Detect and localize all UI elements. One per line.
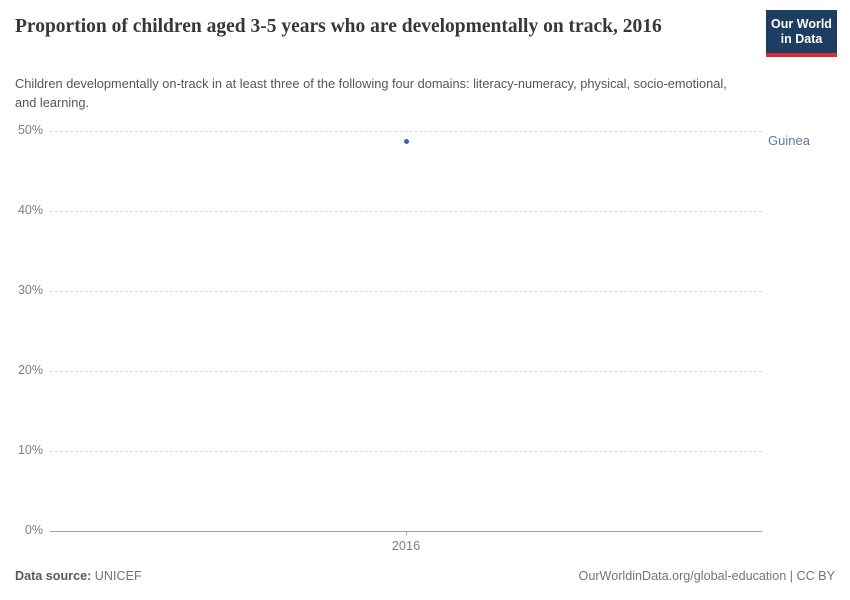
data-source-label: Data source: xyxy=(15,569,92,583)
data-point-guinea[interactable] xyxy=(403,138,409,144)
page-title: Proportion of children aged 3-5 years wh… xyxy=(15,16,662,37)
credit-link[interactable]: OurWorldinData.org/global-education | CC… xyxy=(578,569,835,583)
owid-logo-stripe xyxy=(766,52,837,57)
x-axis-tick-label: 2016 xyxy=(391,538,421,553)
data-source-note: Data source: UNICEF xyxy=(15,569,142,583)
y-axis-tick-label: 10% xyxy=(17,442,43,457)
gridline xyxy=(50,370,762,372)
page-subtitle: Children developmentally on-track in at … xyxy=(15,76,727,111)
y-axis-tick-label: 40% xyxy=(17,202,43,217)
y-axis-tick-label: 20% xyxy=(17,362,43,377)
data-source-value: UNICEF xyxy=(91,569,142,583)
gridline xyxy=(50,450,762,452)
y-axis-tick-label: 30% xyxy=(17,282,43,297)
gridline xyxy=(50,210,762,212)
entity-label-guinea[interactable]: Guinea xyxy=(768,133,810,149)
owid-logo: Our World in Data xyxy=(766,10,837,57)
gridline xyxy=(50,290,762,292)
gridline xyxy=(50,130,762,132)
y-axis-tick-label: 50% xyxy=(17,122,43,137)
x-axis-tick-mark xyxy=(406,531,407,535)
y-axis-tick-label: 0% xyxy=(24,523,43,537)
owid-logo-text: Our World in Data xyxy=(771,17,832,46)
